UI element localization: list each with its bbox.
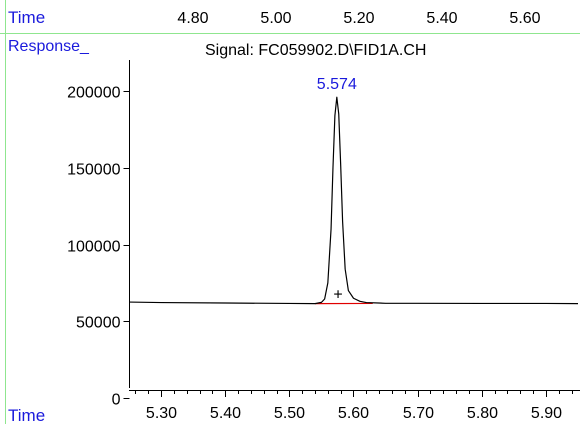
plot-marks: 5.574 +	[128, 76, 579, 305]
top-tick-label: 4.80	[177, 10, 208, 27]
axes: 0 50000 100000 150000 200000 5.30 5.40 5.50 5.60…	[67, 60, 580, 422]
top-time-label: Time	[8, 8, 45, 27]
signal-trace	[128, 96, 579, 305]
x-axis-label: Time	[8, 406, 45, 424]
y-tick-label: 0	[112, 392, 121, 409]
chart-title: Signal: FC059902.D\FID1A.CH	[205, 42, 426, 59]
y-axis-label: Response_	[8, 38, 90, 55]
top-tick-label: 5.60	[509, 10, 540, 27]
top-tick-label: 5.00	[260, 10, 291, 27]
peak-label: 5.574	[317, 76, 357, 93]
y-tick-label: 100000	[67, 239, 120, 256]
x-tick-label: 5.40	[210, 405, 241, 422]
x-tick-label: 5.90	[531, 405, 562, 422]
x-tick-label: 5.70	[403, 405, 434, 422]
y-tick-label: 50000	[76, 315, 121, 332]
top-tick-label: 5.20	[343, 10, 374, 27]
y-tick-label: 200000	[67, 85, 120, 102]
x-tick-label: 5.60	[338, 405, 369, 422]
top-tick-label: 5.40	[426, 10, 457, 27]
peak-marker: +	[333, 287, 342, 304]
x-tick-label: 5.30	[146, 405, 177, 422]
top-time-ticks: 4.80 5.00 5.20 5.40 5.60	[177, 10, 540, 27]
x-tick-label: 5.50	[274, 405, 305, 422]
x-tick-label: 5.80	[467, 405, 498, 422]
y-tick-label: 150000	[67, 162, 120, 179]
